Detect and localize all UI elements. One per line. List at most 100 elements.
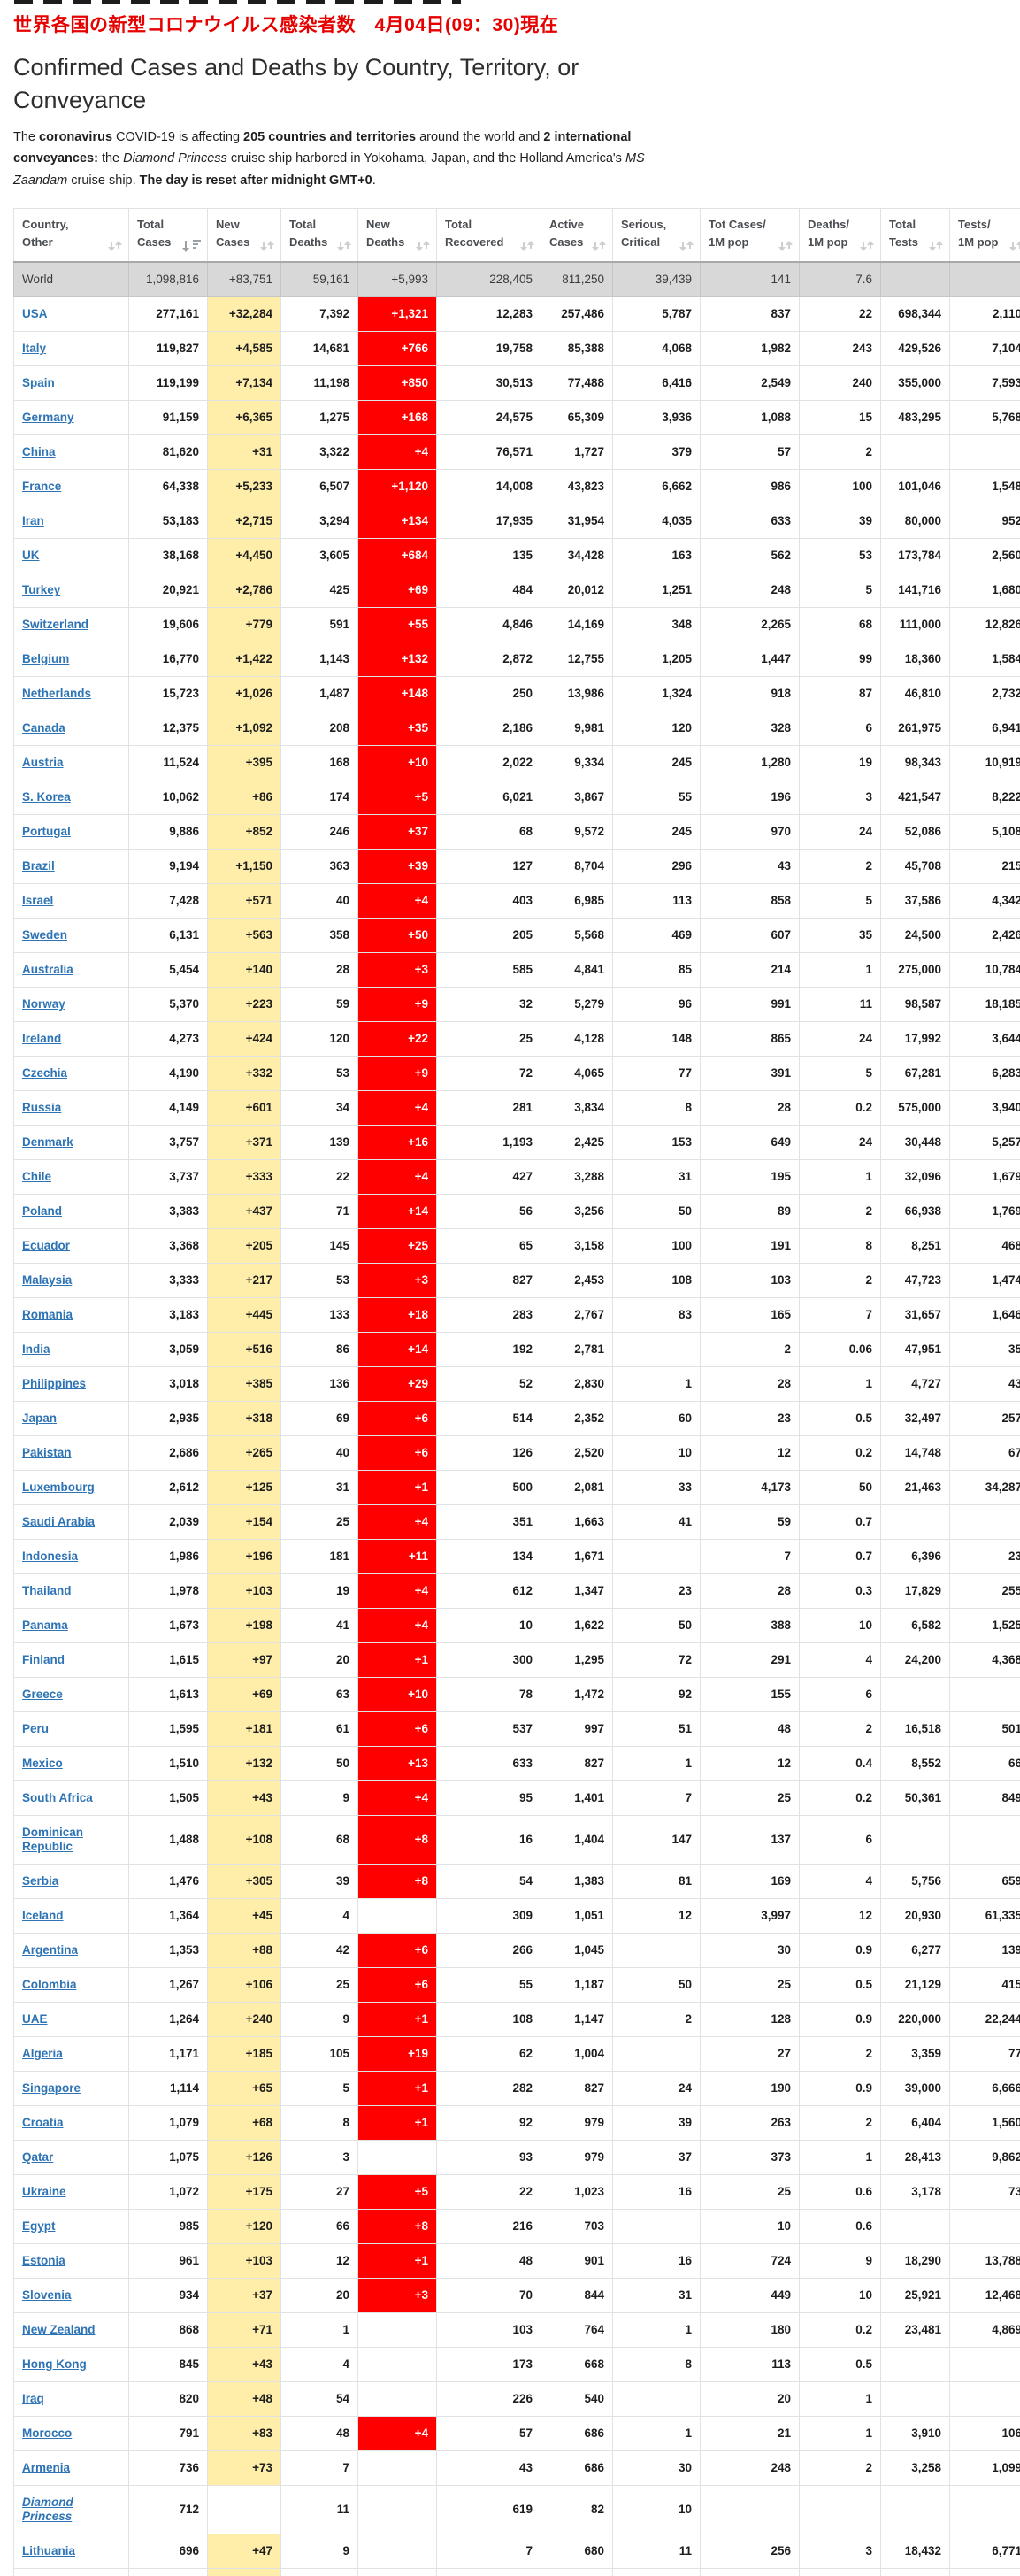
sort-icon[interactable] [1009,242,1020,249]
sort-icon[interactable] [929,242,943,249]
column-header-total-cases[interactable]: Total Cases [129,209,208,263]
country-link[interactable]: Italy [22,342,46,355]
deaths-per-1m-cell [800,2486,881,2534]
country-link[interactable]: France [22,480,61,493]
column-header-serious-critical[interactable]: Serious, Critical [613,209,701,263]
country-link[interactable]: New Zealand [22,2323,96,2336]
column-header-cases-per-1m[interactable]: Tot Cases/ 1M pop [701,209,800,263]
country-link[interactable]: S. Korea [22,790,71,804]
country-link[interactable]: Qatar [22,2150,53,2164]
country-link[interactable]: Belgium [22,652,69,665]
country-link[interactable]: Russia [22,1101,61,1114]
column-header-total-deaths[interactable]: Total Deaths [281,209,358,263]
column-header-new-cases[interactable]: New Cases [208,209,281,263]
column-header-active-cases[interactable]: Active Cases [541,209,613,263]
active-cases-cell: 901 [541,2244,613,2279]
country-link[interactable]: Canada [22,721,65,734]
country-link[interactable]: Iraq [22,2392,44,2405]
country-cell: Ireland [14,1022,129,1057]
country-link[interactable]: Panama [22,1619,68,1632]
country-link[interactable]: Colombia [22,1978,77,1991]
sort-desc-icon[interactable] [185,238,201,249]
column-header-total-tests[interactable]: Total Tests [881,209,950,263]
sort-icon[interactable] [679,242,694,249]
country-link[interactable]: Dominican Republic [22,1826,83,1853]
sort-icon[interactable] [860,242,874,249]
country-link[interactable]: Croatia [22,2116,64,2129]
sort-icon[interactable] [778,242,793,249]
country-link[interactable]: India [22,1342,50,1356]
deaths-per-1m-cell: 3 [800,2534,881,2569]
country-link[interactable]: Poland [22,1204,62,1218]
country-link[interactable]: Algeria [22,2047,63,2060]
new-cases-cell: +424 [208,1022,281,1057]
country-link[interactable]: Romania [22,1308,73,1321]
country-link[interactable]: Austria [22,756,64,769]
column-header-deaths-per-1m[interactable]: Deaths/ 1M pop [800,209,881,263]
country-link[interactable]: Turkey [22,583,60,596]
country-link[interactable]: Czechia [22,1066,67,1080]
country-link[interactable]: Portugal [22,825,71,838]
column-header-new-deaths[interactable]: New Deaths [358,209,437,263]
active-cases-cell: 31,954 [541,504,613,539]
country-link[interactable]: Chile [22,1170,51,1183]
country-link[interactable]: Ecuador [22,1239,70,1252]
country-link[interactable]: South Africa [22,1791,93,1804]
country-link[interactable]: Armenia [22,2461,70,2474]
country-link[interactable]: Hong Kong [22,2357,87,2371]
country-link[interactable]: Israel [22,894,53,907]
country-link[interactable]: Iceland [22,1909,64,1922]
country-link[interactable]: UAE [22,2012,48,2026]
country-link[interactable]: Argentina [22,1943,78,1957]
country-link[interactable]: Slovenia [22,2288,72,2302]
sort-icon[interactable] [260,242,274,249]
country-link[interactable]: Ireland [22,1032,61,1045]
sort-icon[interactable] [108,242,122,249]
country-link[interactable]: Saudi Arabia [22,1515,95,1528]
sort-icon[interactable] [592,242,606,249]
country-link[interactable]: Iran [22,514,44,527]
sort-icon[interactable] [416,242,430,249]
country-link[interactable]: Spain [22,376,55,389]
country-link[interactable]: Luxembourg [22,1480,95,1494]
country-link[interactable]: USA [22,307,48,320]
cases-per-1m-cell: 128 [701,2003,800,2037]
country-link[interactable]: UK [22,549,40,562]
country-link[interactable]: Germany [22,411,74,424]
country-link[interactable]: Estonia [22,2254,65,2267]
country-link[interactable]: Egypt [22,2219,56,2233]
country-link[interactable]: Denmark [22,1135,73,1149]
country-link[interactable]: Ukraine [22,2185,66,2198]
country-link[interactable]: Sweden [22,928,67,942]
country-link[interactable]: China [22,445,56,458]
country-link[interactable]: Indonesia [22,1549,78,1563]
country-link[interactable]: Greece [22,1688,63,1701]
serious-critical-cell: 72 [613,1643,701,1678]
country-link[interactable]: Morocco [22,2426,72,2440]
column-header-total-recovered[interactable]: Total Recovered [437,209,541,263]
country-link[interactable]: Serbia [22,1874,58,1888]
country-link[interactable]: Pakistan [22,1446,72,1459]
country-link[interactable]: Mexico [22,1757,63,1770]
country-link[interactable]: Japan [22,1411,57,1425]
country-link[interactable]: Singapore [22,2081,81,2095]
country-link[interactable]: Norway [22,997,65,1011]
country-link[interactable]: Malaysia [22,1273,72,1287]
country-link[interactable]: Switzerland [22,618,88,631]
country-link[interactable]: Philippines [22,1377,86,1390]
country-link[interactable]: Thailand [22,1584,72,1597]
sort-icon[interactable] [337,242,351,249]
country-link[interactable]: Lithuania [22,2544,75,2557]
country-cell: Italy [14,332,129,366]
column-header-country[interactable]: Country, Other [14,209,129,263]
country-link[interactable]: Finland [22,1653,65,1666]
sort-icon[interactable] [520,242,534,249]
column-header-tests-per-1m[interactable]: Tests/ 1M pop [950,209,1020,263]
country-link[interactable]: Brazil [22,859,55,873]
country-link[interactable]: Peru [22,1722,49,1735]
country-link[interactable]: Diamond Princess [22,2495,73,2523]
country-link[interactable]: Australia [22,963,73,976]
country-link[interactable]: Netherlands [22,687,91,700]
total-deaths-cell: 59,161 [281,262,358,297]
